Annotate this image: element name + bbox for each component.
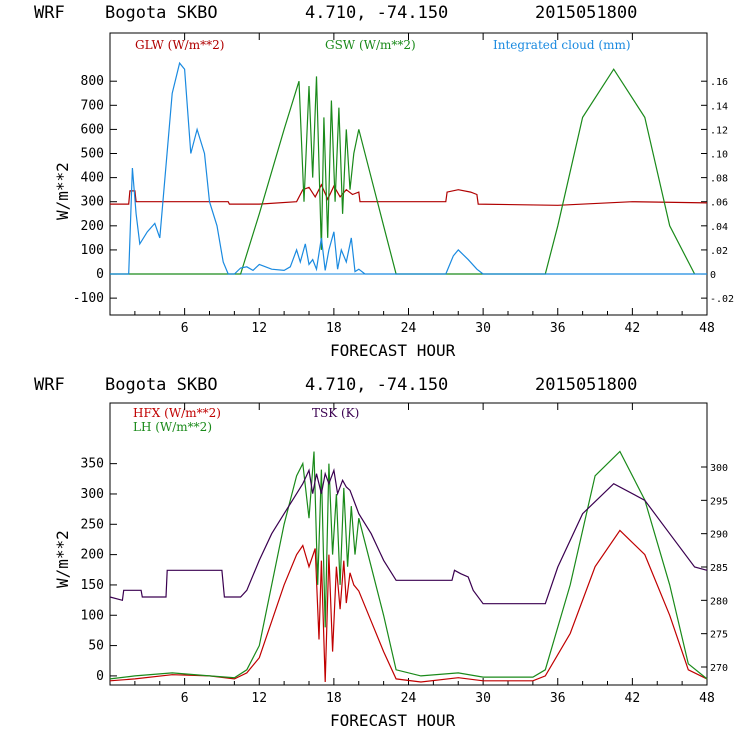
x-tick-label: 24 <box>401 321 417 336</box>
y-tick-label: -100 <box>73 291 104 306</box>
panel-2-plot-frame <box>109 402 708 686</box>
y-tick-label: 0 <box>96 669 104 684</box>
y2-tick-label: .10 <box>710 150 728 161</box>
y-tick-label: 300 <box>81 195 104 210</box>
y-tick-label: 50 <box>88 639 104 654</box>
x-tick-label: 12 <box>251 321 267 336</box>
series-line-glw <box>110 183 708 206</box>
y2-tick-label: 270 <box>710 663 728 674</box>
panel-2-legend-hfx: HFX (W/m**2) <box>133 406 221 420</box>
panel-2-y2-ticks: 300 295 290 285 280 275 270 <box>701 463 728 674</box>
panel-2-ylabel: W/m**2 <box>53 530 72 588</box>
panel-2-xlabel: FORECAST HOUR <box>330 711 456 730</box>
series-line-tsk <box>109 467 708 605</box>
panel-1: WRF Bogota SKBO 4.710, -74.150 201505180… <box>34 3 734 360</box>
panel-2-title-run: 2015051800 <box>535 375 637 395</box>
y2-tick-label: .04 <box>710 222 728 233</box>
y2-tick-label: 285 <box>710 563 728 574</box>
x-tick-label: 30 <box>475 691 491 706</box>
y-tick-label: 200 <box>81 219 104 234</box>
y2-tick-label: 295 <box>710 496 728 507</box>
panel-2-title-model: WRF <box>34 375 65 395</box>
x-tick-label: 36 <box>550 691 566 706</box>
y-tick-label: 100 <box>81 608 104 623</box>
panel-1-ylabel: W/m**2 <box>53 162 72 220</box>
y-tick-label: 800 <box>81 74 104 89</box>
y-tick-label: 500 <box>81 147 104 162</box>
y2-tick-label: -.02 <box>710 294 734 305</box>
panel-1-y2-ticks: .16 .14 .12 .10 .08 .06 .04 .02 0 -.02 <box>701 77 734 305</box>
y-tick-label: 250 <box>81 517 104 532</box>
x-tick-label: 6 <box>181 691 189 706</box>
y-tick-label: 700 <box>81 98 104 113</box>
panel-1-xlabel: FORECAST HOUR <box>330 341 456 360</box>
panel-2-series <box>109 450 708 683</box>
y-tick-label: 100 <box>81 243 104 258</box>
y2-tick-label: .12 <box>710 125 728 136</box>
y-tick-label: 200 <box>81 548 104 563</box>
panel-2-title-coords: 4.710, -74.150 <box>305 375 448 395</box>
y2-tick-label: 290 <box>710 530 728 541</box>
series-line-lh <box>109 450 708 680</box>
panel-1-title-coords: 4.710, -74.150 <box>305 3 448 23</box>
series-line-hfx <box>109 529 708 683</box>
panel-1-legend-cloud: Integrated cloud (mm) <box>493 38 631 52</box>
y-tick-label: 600 <box>81 122 104 137</box>
x-tick-label: 36 <box>550 321 566 336</box>
x-tick-label: 48 <box>699 691 715 706</box>
y-tick-label: 0 <box>96 267 104 282</box>
panel-1-series <box>110 61 708 275</box>
y2-tick-label: .06 <box>710 198 728 209</box>
panel-2-title-site: Bogota SKBO <box>105 375 218 395</box>
y2-tick-label: 0 <box>710 270 716 281</box>
panel-1-legend-glw: GLW (W/m**2) <box>135 38 224 52</box>
series-line-gsw <box>110 68 696 275</box>
x-tick-label: 6 <box>181 321 189 336</box>
series-line-cloud <box>110 61 707 275</box>
y2-tick-label: .14 <box>710 101 728 112</box>
x-tick-label: 18 <box>326 321 342 336</box>
panel-2-x-ticks: 6 12 18 24 30 36 42 48 <box>134 403 715 706</box>
panel-1-legend-gsw: GSW (W/m**2) <box>325 38 416 52</box>
y2-tick-label: .16 <box>710 77 728 88</box>
panel-1-title-site: Bogota SKBO <box>105 3 218 23</box>
panel-2: WRF Bogota SKBO 4.710, -74.150 201505180… <box>34 375 728 730</box>
panel-1-x-ticks: 6 12 18 24 30 36 42 48 <box>134 33 715 336</box>
y2-tick-label: 275 <box>710 630 728 641</box>
y2-tick-label: .08 <box>710 174 728 185</box>
x-tick-label: 42 <box>625 691 641 706</box>
y2-tick-label: 280 <box>710 596 728 607</box>
panel-2-legend-tsk: TSK (K) <box>312 406 359 420</box>
x-tick-label: 12 <box>251 691 267 706</box>
y2-tick-label: .02 <box>710 246 728 257</box>
panel-2-y-ticks: 350 300 250 200 150 100 50 0 <box>81 457 117 684</box>
y-tick-label: 350 <box>81 457 104 472</box>
y-tick-label: 400 <box>81 171 104 186</box>
panel-1-title-run: 2015051800 <box>535 3 637 23</box>
x-tick-label: 18 <box>326 691 342 706</box>
y-tick-label: 150 <box>81 578 104 593</box>
x-tick-label: 42 <box>625 321 641 336</box>
panel-2-legend-lh: LH (W/m**2) <box>133 420 212 434</box>
y-tick-label: 300 <box>81 487 104 502</box>
panel-1-title-model: WRF <box>34 3 65 23</box>
y2-tick-label: 300 <box>710 463 728 474</box>
x-tick-label: 30 <box>475 321 491 336</box>
x-tick-label: 48 <box>699 321 715 336</box>
x-tick-label: 24 <box>401 691 417 706</box>
